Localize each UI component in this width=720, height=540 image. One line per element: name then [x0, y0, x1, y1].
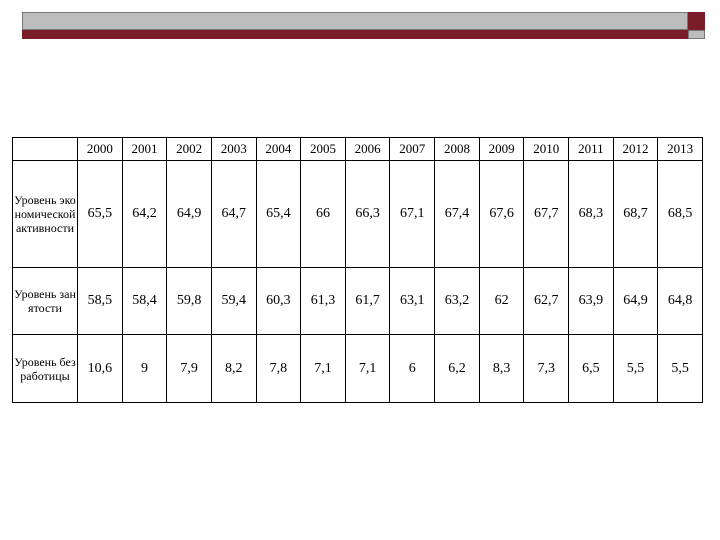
data-table: 2000 2001 2002 2003 2004 2005 2006 2007 2008 2009… — [12, 137, 703, 403]
value-cell: 61,7 — [344, 267, 391, 335]
value-cell: 7,1 — [300, 334, 346, 403]
value-cell: 62 — [478, 267, 525, 335]
value-cell: 66 — [300, 160, 346, 268]
top-bar — [22, 12, 688, 30]
value-cell: 58,5 — [77, 267, 123, 335]
value-cell: 67,7 — [523, 160, 570, 268]
value-cell: 64,9 — [166, 160, 212, 268]
value-cell: 8,3 — [478, 334, 525, 403]
value-cell: 63,1 — [389, 267, 436, 335]
value-cell: 58,4 — [121, 267, 168, 335]
value-cell: 7,3 — [523, 334, 570, 403]
year-cell: 2013 — [657, 137, 703, 161]
value-cell: 64,2 — [121, 160, 168, 268]
row-label: Уровень экономической активности — [12, 160, 78, 268]
value-cell: 6,2 — [434, 334, 480, 403]
row-label: Уровень занятости — [12, 267, 78, 335]
year-cell: 2004 — [255, 137, 302, 161]
value-cell: 6,5 — [568, 334, 614, 403]
value-cell: 6 — [389, 334, 436, 403]
value-cell: 9 — [121, 334, 168, 403]
year-cell: 2008 — [434, 137, 480, 161]
header-row: 2000 2001 2002 2003 2004 2005 2006 2007 2008 2009… — [12, 137, 703, 161]
data-row: Уровень экономической активности 65,5 64,2… — [12, 160, 703, 268]
value-cell: 65,5 — [77, 160, 123, 268]
value-cell: 62,7 — [523, 267, 570, 335]
value-cell: 64,9 — [612, 267, 659, 335]
value-cell: 66,3 — [344, 160, 391, 268]
value-cell: 63,9 — [568, 267, 614, 335]
row-label: Уровень безработицы — [12, 334, 78, 403]
value-cell: 63,2 — [434, 267, 480, 335]
data-row: Уровень безработицы 10,6 9 7,9 8,2 7,8 7,1 7,1 6… — [12, 334, 703, 403]
year-cell: 2007 — [389, 137, 436, 161]
value-cell: 64,7 — [210, 160, 257, 268]
corner-square — [688, 30, 705, 39]
year-cell: 2009 — [478, 137, 525, 161]
year-cell: 2002 — [166, 137, 212, 161]
value-cell: 67,1 — [389, 160, 436, 268]
value-cell: 5,5 — [657, 334, 703, 403]
value-cell: 67,6 — [478, 160, 525, 268]
value-cell: 67,4 — [434, 160, 480, 268]
year-cell: 2000 — [77, 137, 123, 161]
value-cell: 5,5 — [612, 334, 659, 403]
value-cell: 7,9 — [166, 334, 212, 403]
year-cell: 2011 — [568, 137, 614, 161]
year-cell: 2012 — [612, 137, 659, 161]
corner-square — [688, 12, 705, 30]
top-band — [22, 30, 688, 39]
value-cell: 60,3 — [255, 267, 302, 335]
value-cell: 10,6 — [77, 334, 123, 403]
value-cell: 61,3 — [300, 267, 346, 335]
corner-cell — [12, 137, 78, 161]
value-cell: 65,4 — [255, 160, 302, 268]
year-cell: 2001 — [121, 137, 168, 161]
data-row: Уровень занятости 58,5 58,4 59,8 59,4 60,3 61,… — [12, 267, 703, 335]
year-cell: 2003 — [210, 137, 257, 161]
value-cell: 59,8 — [166, 267, 212, 335]
year-cell: 2010 — [523, 137, 570, 161]
value-cell: 7,1 — [344, 334, 391, 403]
value-cell: 68,5 — [657, 160, 703, 268]
value-cell: 7,8 — [255, 334, 302, 403]
value-cell: 68,7 — [612, 160, 659, 268]
value-cell: 64,8 — [657, 267, 703, 335]
year-cell: 2006 — [344, 137, 391, 161]
value-cell: 68,3 — [568, 160, 614, 268]
value-cell: 8,2 — [210, 334, 257, 403]
year-cell: 2005 — [300, 137, 346, 161]
value-cell: 59,4 — [210, 267, 257, 335]
